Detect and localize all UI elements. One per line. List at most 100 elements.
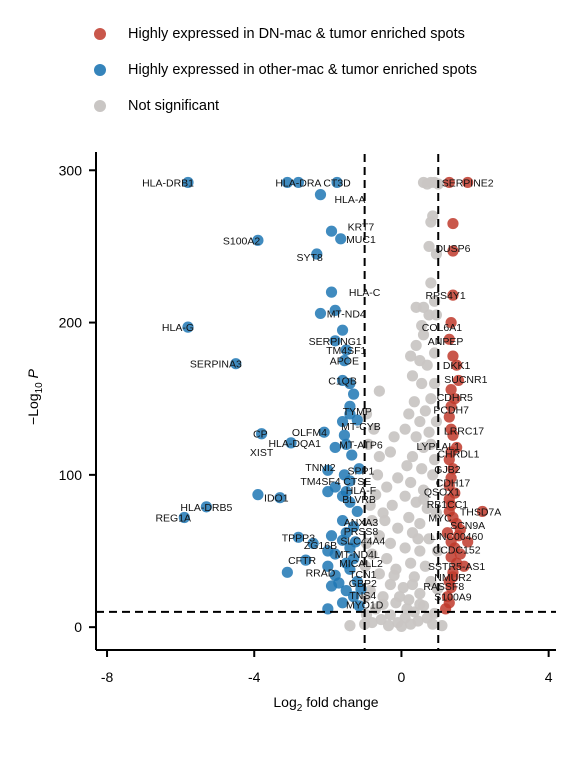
x-tick-label: -8 (101, 669, 114, 685)
data-point (368, 423, 380, 435)
x-tick-label: -4 (248, 669, 261, 685)
data-point (443, 176, 455, 189)
gene-label: SPP1 (348, 465, 375, 477)
data-point (408, 396, 420, 408)
gene-label: THSD7A (460, 506, 501, 518)
data-point (346, 449, 358, 461)
data-point (405, 350, 417, 362)
gene-label: HLA-DRA (275, 177, 321, 189)
data-point (325, 530, 338, 542)
gene-label: CCDC152 (433, 544, 481, 556)
data-point (314, 189, 327, 201)
data-point (394, 591, 406, 603)
data-point (349, 536, 362, 548)
data-point (338, 429, 350, 441)
data-point (447, 289, 459, 301)
gene-label: QSOX1 (424, 487, 460, 499)
data-point (307, 537, 319, 549)
data-point (399, 423, 411, 435)
gene-label: SCN9A (450, 520, 485, 532)
gene-label: ANXA3 (344, 517, 379, 529)
data-point (311, 248, 323, 260)
gene-label: TNNI2 (305, 462, 335, 474)
data-point (406, 370, 419, 382)
y-tick-label: 300 (59, 162, 83, 178)
data-point (314, 307, 327, 320)
data-point (425, 393, 437, 405)
gene-label: S100A9 (434, 592, 472, 604)
gene-label: MYO1D (346, 599, 384, 611)
legend-item-dn[interactable]: Highly expressed in DN-mac & tumor enric… (94, 16, 477, 52)
data-point (344, 563, 356, 575)
data-point (366, 548, 378, 560)
data-point (384, 446, 396, 458)
gene-label: CTSE (343, 476, 371, 488)
data-point (388, 431, 400, 443)
data-point (423, 533, 435, 545)
data-point (281, 566, 293, 578)
data-point (462, 176, 474, 189)
data-point (447, 245, 459, 257)
data-point (348, 388, 360, 400)
data-point (447, 429, 459, 441)
data-point (381, 481, 393, 493)
gene-label: XIST (250, 447, 274, 459)
data-point (292, 176, 304, 189)
data-point (344, 408, 356, 420)
data-point (427, 469, 439, 481)
data-point (452, 374, 465, 387)
data-point (425, 575, 437, 588)
data-point (414, 545, 426, 557)
data-point (182, 176, 194, 189)
gene-label: ANPEP (428, 336, 464, 348)
y-axis-label: −Log10 P (25, 368, 45, 425)
gene-label: MT-ND4L (335, 549, 380, 561)
data-point (178, 511, 190, 524)
gene-label: HLA-DQA1 (268, 438, 321, 450)
gene-label: CP (253, 429, 268, 441)
gene-label: BLVRB (342, 494, 376, 506)
gene-label: MICALL2 (339, 558, 383, 570)
legend-swatch-ns (94, 100, 106, 112)
legend: Highly expressed in DN-mac & tumor enric… (94, 16, 477, 124)
gene-label: TM4SF4 (300, 476, 340, 488)
legend-item-ns[interactable]: Not significant (94, 88, 477, 124)
threshold-lines (96, 154, 556, 650)
data-point (445, 581, 457, 594)
data-point (423, 240, 435, 253)
data-point (329, 304, 341, 316)
data-point (348, 591, 360, 603)
data-point (447, 350, 459, 362)
gene-label: CDHR5 (437, 392, 473, 404)
data-point (336, 534, 349, 546)
data-point (405, 557, 417, 569)
data-point (351, 414, 363, 426)
data-point (344, 475, 356, 487)
gene-label: GBP2 (349, 578, 377, 590)
gene-label: TM4SF1 (326, 345, 366, 357)
gene-label: C1QB (328, 375, 357, 387)
data-point (351, 505, 363, 518)
data-point (451, 359, 463, 371)
data-point (336, 324, 349, 336)
data-point (452, 530, 465, 542)
gene-label: ZG16B (304, 540, 337, 552)
data-point (379, 514, 391, 527)
data-point (406, 450, 419, 463)
x-axis-label: Log2 fold change (273, 694, 378, 714)
data-point (373, 385, 385, 397)
data-point (336, 490, 349, 502)
legend-label-ns: Not significant (128, 98, 220, 114)
data-point (447, 217, 459, 230)
data-point (336, 514, 349, 527)
data-point (392, 522, 404, 534)
gene-label: RB1CC1 (427, 499, 469, 511)
gene-label: TNS4 (349, 590, 376, 602)
data-point (414, 415, 426, 428)
data-point (416, 463, 428, 475)
gene-label: CFTR (288, 555, 316, 567)
gene-label: APOE (330, 356, 359, 368)
data-point (381, 553, 393, 565)
data-point (423, 426, 435, 438)
legend-item-other[interactable]: Highly expressed in other-mac & tumor en… (94, 52, 477, 88)
